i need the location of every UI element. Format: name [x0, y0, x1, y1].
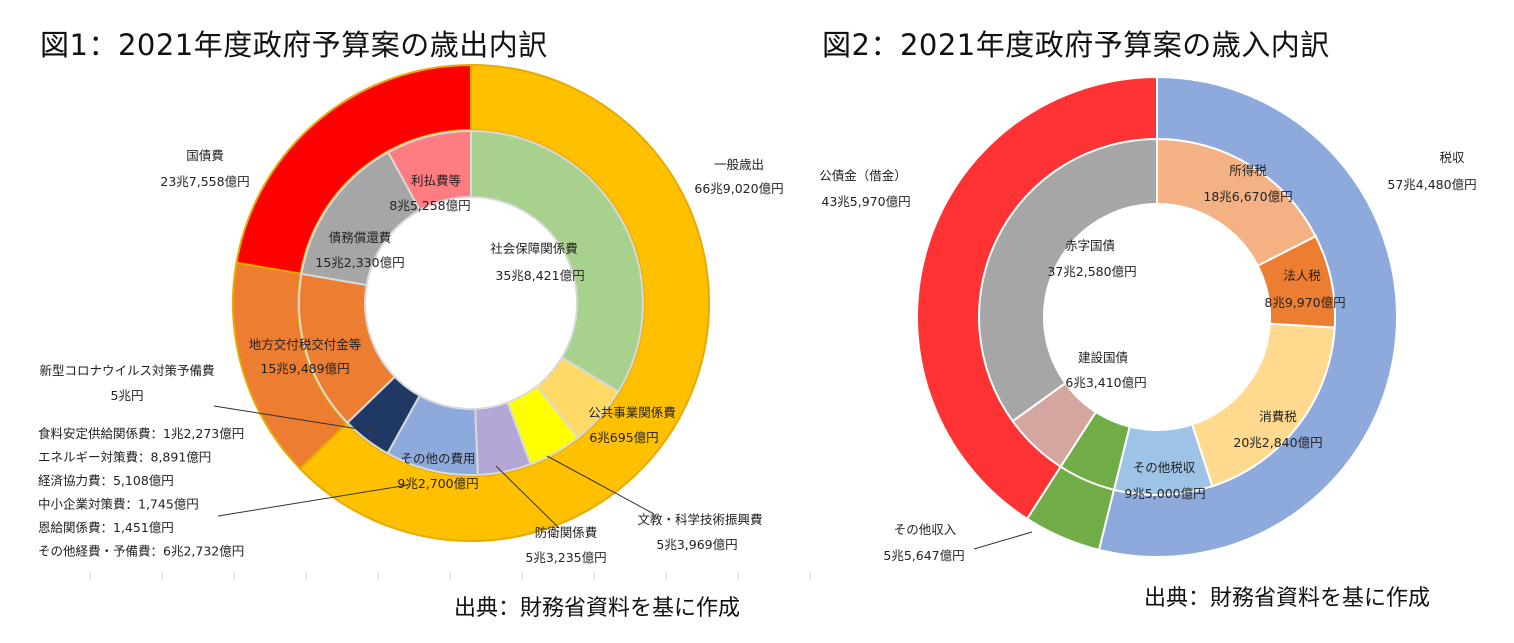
label-saimu-name: 債務償還費	[329, 230, 392, 245]
chart1-source: 出典：財務省資料を基に作成	[454, 596, 741, 621]
other-expense-item-6: その他経費・予備費：6兆2,732億円	[38, 544, 244, 559]
leader-sonotashunyu	[973, 531, 1033, 550]
label-chiho-value: 15兆9,489億円	[260, 361, 349, 376]
label-kokusaihi-name: 国債費	[186, 148, 224, 163]
label-shakai-name: 社会保障関係費	[490, 241, 578, 256]
other-expense-item-5: 恩給関係費：1,451億円	[38, 520, 174, 535]
label-sonota-name: その他の費用	[400, 451, 475, 466]
label-corona-value: 5兆円	[111, 388, 144, 403]
label-kensetsu-name: 建設国債	[1078, 350, 1128, 365]
label-chiho-name: 地方交付税交付金等	[249, 337, 362, 352]
expenditure-inner-slice-9	[386, 129, 472, 212]
label-kosaikin-name: 公債金（借金）	[819, 168, 907, 183]
label-saimu-value: 15兆2,330億円	[315, 255, 404, 270]
leader-sonota	[217, 484, 409, 517]
leader-corona	[213, 405, 379, 433]
label-ribarai-value: 8兆5,258億円	[389, 198, 470, 213]
leader-bunkyo	[546, 455, 655, 515]
label-akaji-name: 赤字国債	[1065, 238, 1115, 253]
label-zeishu-name: 税収	[1439, 150, 1465, 165]
revenue-inner-slice-7	[978, 137, 1158, 423]
label-shohi-value: 20兆2,840億円	[1233, 435, 1322, 450]
label-hojin-value: 8兆9,970億円	[1264, 295, 1345, 310]
label-bunkyo-value: 5兆3,969億円	[656, 537, 737, 552]
label-boei-name: 防衛関係費	[535, 525, 598, 540]
label-bunkyo-name: 文教・科学技術振興費	[637, 512, 762, 527]
label-shakai-value: 35兆8,421億円	[495, 268, 584, 283]
label-kokyo-name: 公共事業関係費	[588, 405, 676, 420]
label-kokyo-value: 6兆695億円	[589, 430, 658, 445]
label-sonotazei-value: 9兆5,000億円	[1124, 486, 1205, 501]
label-kokusaihi-value: 23兆7,558億円	[160, 174, 249, 189]
label-kosaikin-value: 43兆5,970億円	[821, 194, 910, 209]
label-ippan-value: 66兆9,020億円	[694, 181, 783, 196]
label-shohi-name: 消費税	[1259, 409, 1297, 424]
leader-boei	[495, 465, 560, 529]
other-expense-item-2: エネルギー対策費：8,891億円	[38, 450, 211, 465]
label-corona-name: 新型コロナウイルス対策予備費	[39, 363, 214, 378]
label-akaji-value: 37兆2,580億円	[1047, 264, 1136, 279]
label-shotoku-name: 所得税	[1229, 163, 1267, 178]
chart2-source: 出典：財務省資料を基に作成	[1144, 586, 1431, 611]
label-sonotashunyu-value: 5兆5,647億円	[883, 548, 964, 563]
label-sonotazei-name: その他税収	[1133, 460, 1196, 475]
label-hojin-name: 法人税	[1283, 268, 1321, 283]
chart2-title: 図2：2021年度政府予算案の歳入内訳	[822, 28, 1330, 62]
other-expense-item-1: 食料安定供給関係費：1兆2,273億円	[38, 426, 244, 441]
label-kensetsu-value: 6兆3,410億円	[1065, 375, 1146, 390]
label-zeishu-value: 57兆4,480億円	[1387, 177, 1476, 192]
expenditure-inner-slice-1	[470, 129, 644, 394]
label-shotoku-value: 18兆6,670億円	[1203, 189, 1292, 204]
label-boei-value: 5兆3,235億円	[525, 550, 606, 565]
label-ribarai-name: 利払費等	[411, 173, 461, 188]
chart1-title: 図1：2021年度政府予算案の歳出内訳	[40, 28, 548, 62]
other-expense-item-3: 経済協力費：5,108億円	[38, 473, 174, 488]
label-sonotashunyu-name: その他収入	[894, 522, 957, 537]
label-ippan-name: 一般歳出	[714, 157, 764, 172]
label-sonota-value: 9兆2,700億円	[397, 476, 478, 491]
other-expense-item-4: 中小企業対策費：1,745億円	[38, 497, 199, 512]
